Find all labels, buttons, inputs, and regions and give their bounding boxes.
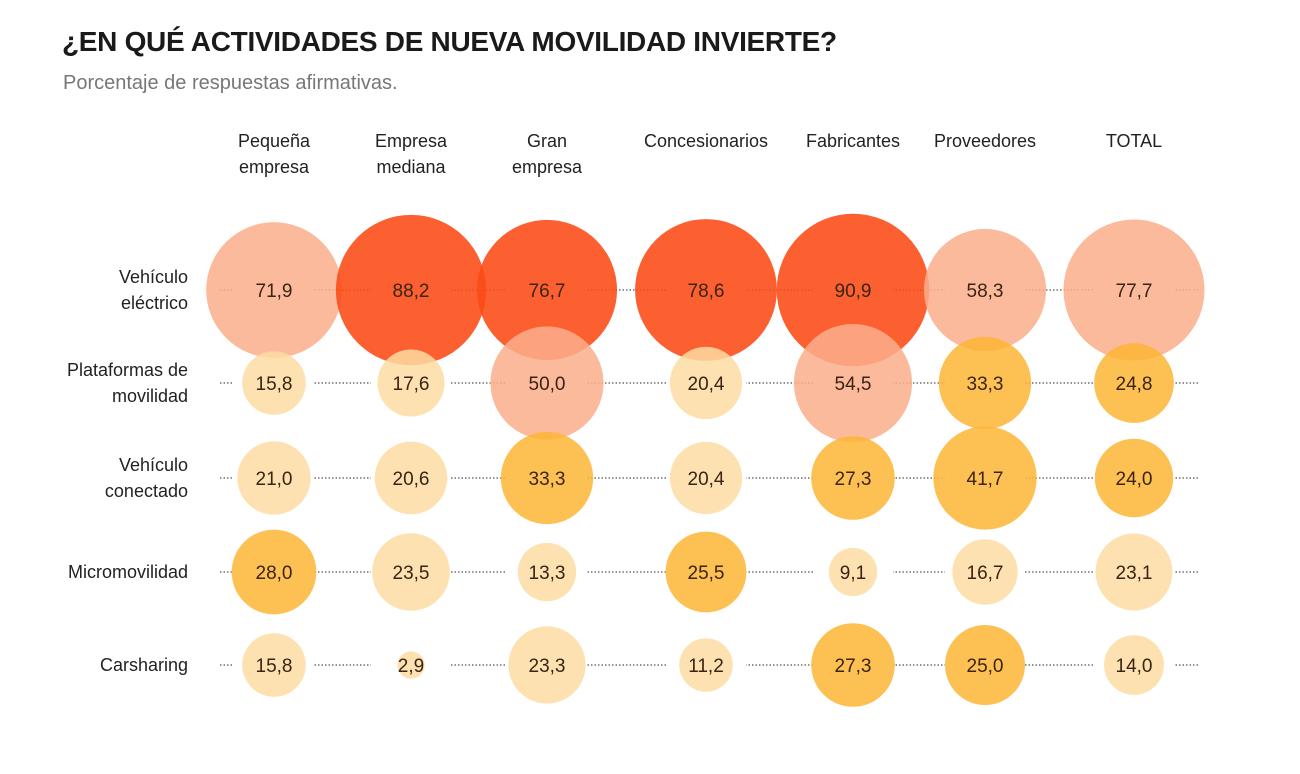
value-label: 54,5 [835,374,872,395]
bubble [335,214,487,366]
value-label: 28,0 [256,563,293,584]
bubble [945,625,1025,705]
bubble [500,431,594,525]
chart-subtitle: Porcentaje de respuestas afirmativas. [63,72,398,94]
bubble [242,351,306,415]
value-label: 78,6 [688,281,725,302]
bubble [372,533,450,611]
column-header: TOTAL [1106,131,1162,151]
value-label: 27,3 [835,469,872,490]
value-label: 9,1 [840,563,866,584]
bubble [1094,438,1174,518]
column-header: Concesionarios [644,131,768,151]
bubble [1094,343,1174,423]
row-header: Micromovilidad [68,562,188,582]
value-label: 27,3 [835,656,872,677]
bubble [1063,219,1205,361]
bubble [933,426,1037,530]
bubble [1104,635,1164,695]
value-label: 50,0 [529,374,566,395]
row-header: Plataformas de movilidad [67,360,188,406]
bubble [206,222,342,358]
bubble [508,626,586,704]
bubble [635,219,777,361]
value-label: 90,9 [835,281,872,302]
value-label: 14,0 [1116,656,1153,677]
chart-title: ¿EN QUÉ ACTIVIDADES DE NUEVA MOVILIDAD I… [62,26,837,57]
value-label: 25,5 [688,563,725,584]
value-label: 20,4 [688,374,725,395]
bubbles [206,213,1205,707]
value-label: 33,3 [967,374,1004,395]
column-header: Pequeña empresa [238,131,311,177]
bubble [669,441,743,515]
bubble [828,547,878,597]
column-header: Gran empresa [512,131,583,177]
value-label: 23,5 [393,563,430,584]
bubble [517,542,577,602]
value-label: 24,0 [1116,469,1153,490]
value-label: 24,8 [1116,374,1153,395]
row-header: Vehículo eléctrico [119,267,188,313]
bubble [231,529,317,615]
column-header: Empresa mediana [375,131,448,177]
bubble [793,323,913,443]
bubble [374,441,448,515]
value-label: 76,7 [529,281,566,302]
column-header: Fabricantes [806,131,900,151]
row-header: Carsharing [100,655,188,675]
value-label: 23,3 [529,656,566,677]
value-label: 71,9 [256,281,293,302]
value-label: 88,2 [393,281,430,302]
value-label: 15,8 [256,374,293,395]
value-label: 20,4 [688,469,725,490]
column-header: Proveedores [934,131,1036,151]
value-label: 41,7 [967,469,1004,490]
bubble [952,539,1018,605]
value-label: 25,0 [967,656,1004,677]
bubble [938,336,1032,430]
bubble [665,531,747,613]
value-label: 2,9 [398,656,424,677]
row-header: Vehículo conectado [105,455,188,501]
value-label: 17,6 [393,374,430,395]
bubble [923,228,1047,352]
value-label: 16,7 [967,563,1004,584]
bubble [377,349,445,417]
bubble [669,346,743,420]
bubble [490,326,604,440]
bubble [476,219,618,361]
bubble [811,436,895,520]
value-labels: 71,9 88,2 76,7 78,6 90,9 58,3 77,7 15,8 17,6 50,0… [256,281,1153,677]
value-label: 77,7 [1116,281,1153,302]
value-label: 21,0 [256,469,293,490]
bubble [679,638,733,692]
bubble [242,633,306,697]
value-label: 13,3 [529,563,566,584]
value-label: 23,1 [1116,563,1153,584]
bubble [1095,533,1173,611]
value-label: 20,6 [393,469,430,490]
bubble [237,441,311,515]
value-label: 58,3 [967,281,1004,302]
bubble [397,651,425,679]
bubble [811,623,895,707]
value-label: 11,2 [688,656,724,677]
bubble [776,213,930,367]
value-label: 33,3 [529,469,566,490]
value-label: 15,8 [256,656,293,677]
